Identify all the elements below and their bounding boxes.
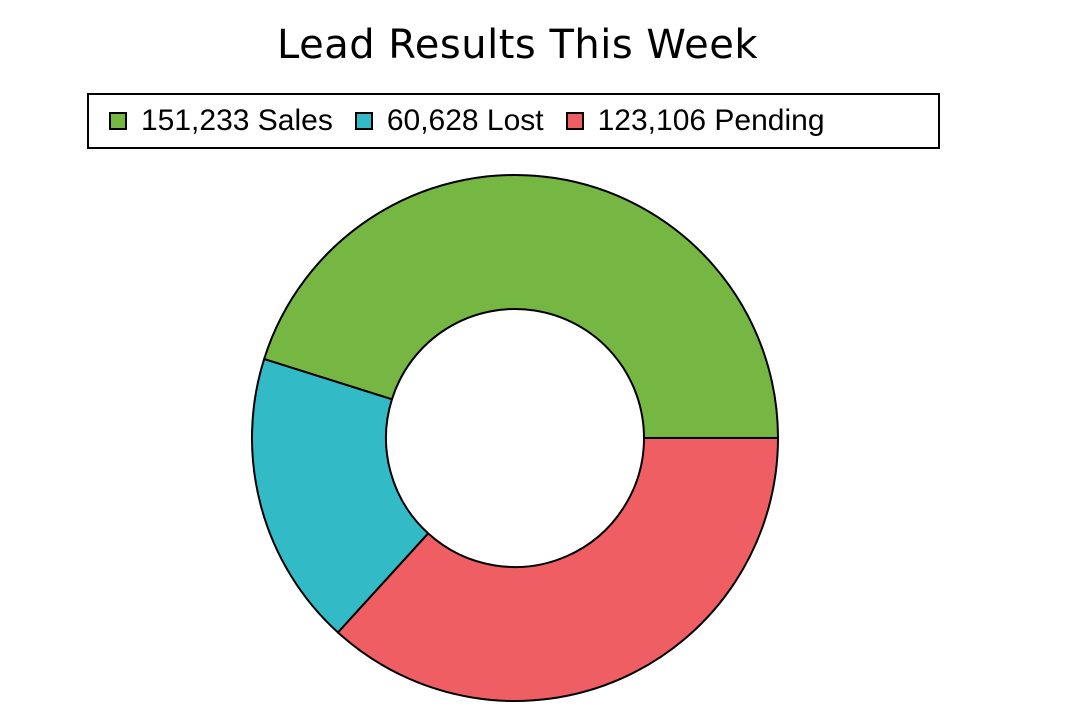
legend-swatch-pending bbox=[565, 112, 584, 130]
legend-item-pending: 123,106 Pending bbox=[565, 104, 825, 138]
legend-item-sales: 151,233 Sales bbox=[109, 104, 333, 138]
legend-swatch-sales bbox=[109, 112, 127, 130]
legend-label-lost: 60,628 Lost bbox=[386, 104, 544, 137]
chart-title: Lead Results This Week bbox=[277, 22, 758, 68]
legend-label-pending: 123,106 Pending bbox=[597, 104, 825, 137]
donut-slice-lost bbox=[251, 358, 430, 634]
legend-item-lost: 60,628 Lost bbox=[354, 104, 544, 138]
legend: 151,233 Sales 60,628 Lost 123,106 Pendin… bbox=[87, 93, 940, 149]
legend-swatch-lost bbox=[354, 112, 373, 130]
legend-label-sales: 151,233 Sales bbox=[141, 104, 333, 137]
donut-slice-pending bbox=[336, 437, 779, 702]
donut-slice-sales bbox=[263, 174, 779, 439]
